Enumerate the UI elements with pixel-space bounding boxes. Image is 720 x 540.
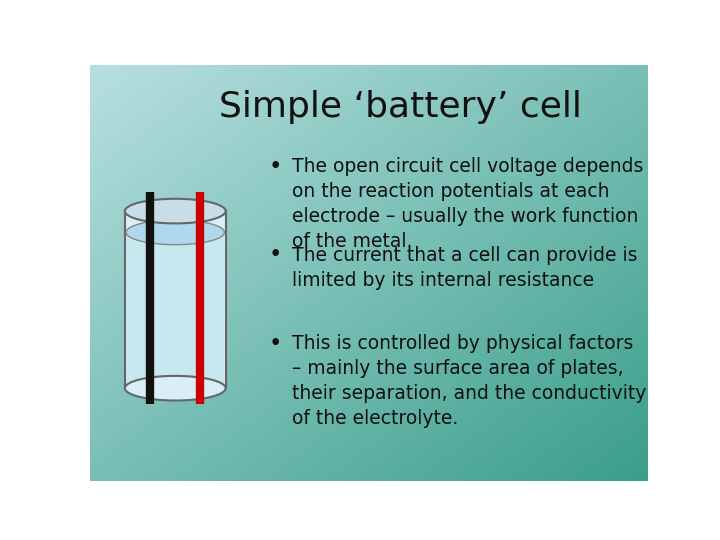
Text: The current that a cell can provide is
limited by its internal resistance: The current that a cell can provide is l…	[292, 246, 637, 290]
Ellipse shape	[125, 376, 225, 401]
Text: The open circuit cell voltage depends
on the reaction potentials at each
electro: The open circuit cell voltage depends on…	[292, 157, 643, 251]
Text: •: •	[269, 155, 282, 178]
Text: This is controlled by physical factors
– mainly the surface area of plates,
thei: This is controlled by physical factors –…	[292, 334, 646, 428]
Polygon shape	[125, 211, 225, 388]
Text: •: •	[269, 244, 282, 266]
Ellipse shape	[125, 199, 225, 224]
Text: •: •	[269, 332, 282, 355]
Polygon shape	[126, 232, 225, 388]
Ellipse shape	[126, 220, 225, 245]
Text: Simple ‘battery’ cell: Simple ‘battery’ cell	[219, 90, 582, 124]
